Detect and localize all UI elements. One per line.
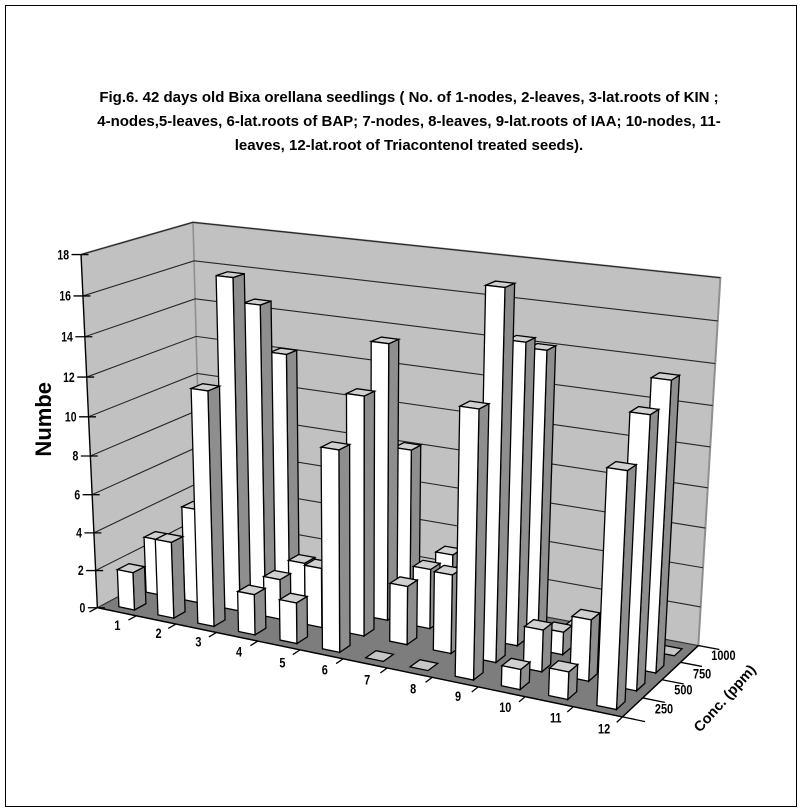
svg-text:2: 2 [155, 626, 161, 642]
svg-text:10: 10 [65, 409, 77, 425]
svg-text:14: 14 [61, 329, 73, 345]
svg-text:9: 9 [455, 689, 461, 705]
svg-text:1000: 1000 [711, 648, 735, 664]
svg-text:8: 8 [73, 448, 79, 464]
svg-text:2: 2 [78, 563, 84, 579]
svg-text:7: 7 [364, 672, 370, 688]
svg-text:250: 250 [655, 701, 673, 717]
svg-text:500: 500 [674, 682, 692, 698]
svg-text:6: 6 [322, 662, 328, 678]
svg-text:4: 4 [76, 525, 82, 541]
svg-text:0: 0 [80, 600, 86, 616]
svg-text:6: 6 [74, 487, 80, 503]
svg-text:Number: Number [31, 373, 56, 457]
svg-text:8: 8 [410, 681, 416, 697]
svg-text:10: 10 [499, 700, 511, 716]
svg-text:16: 16 [59, 288, 71, 304]
svg-text:18: 18 [57, 247, 69, 263]
svg-text:12: 12 [598, 721, 610, 737]
svg-text:4: 4 [236, 644, 242, 660]
svg-text:750: 750 [693, 666, 711, 682]
svg-text:3: 3 [195, 634, 201, 650]
svg-text:11: 11 [550, 710, 562, 726]
svg-text:1: 1 [114, 618, 120, 634]
svg-text:12: 12 [63, 369, 75, 385]
svg-text:5: 5 [279, 655, 285, 671]
